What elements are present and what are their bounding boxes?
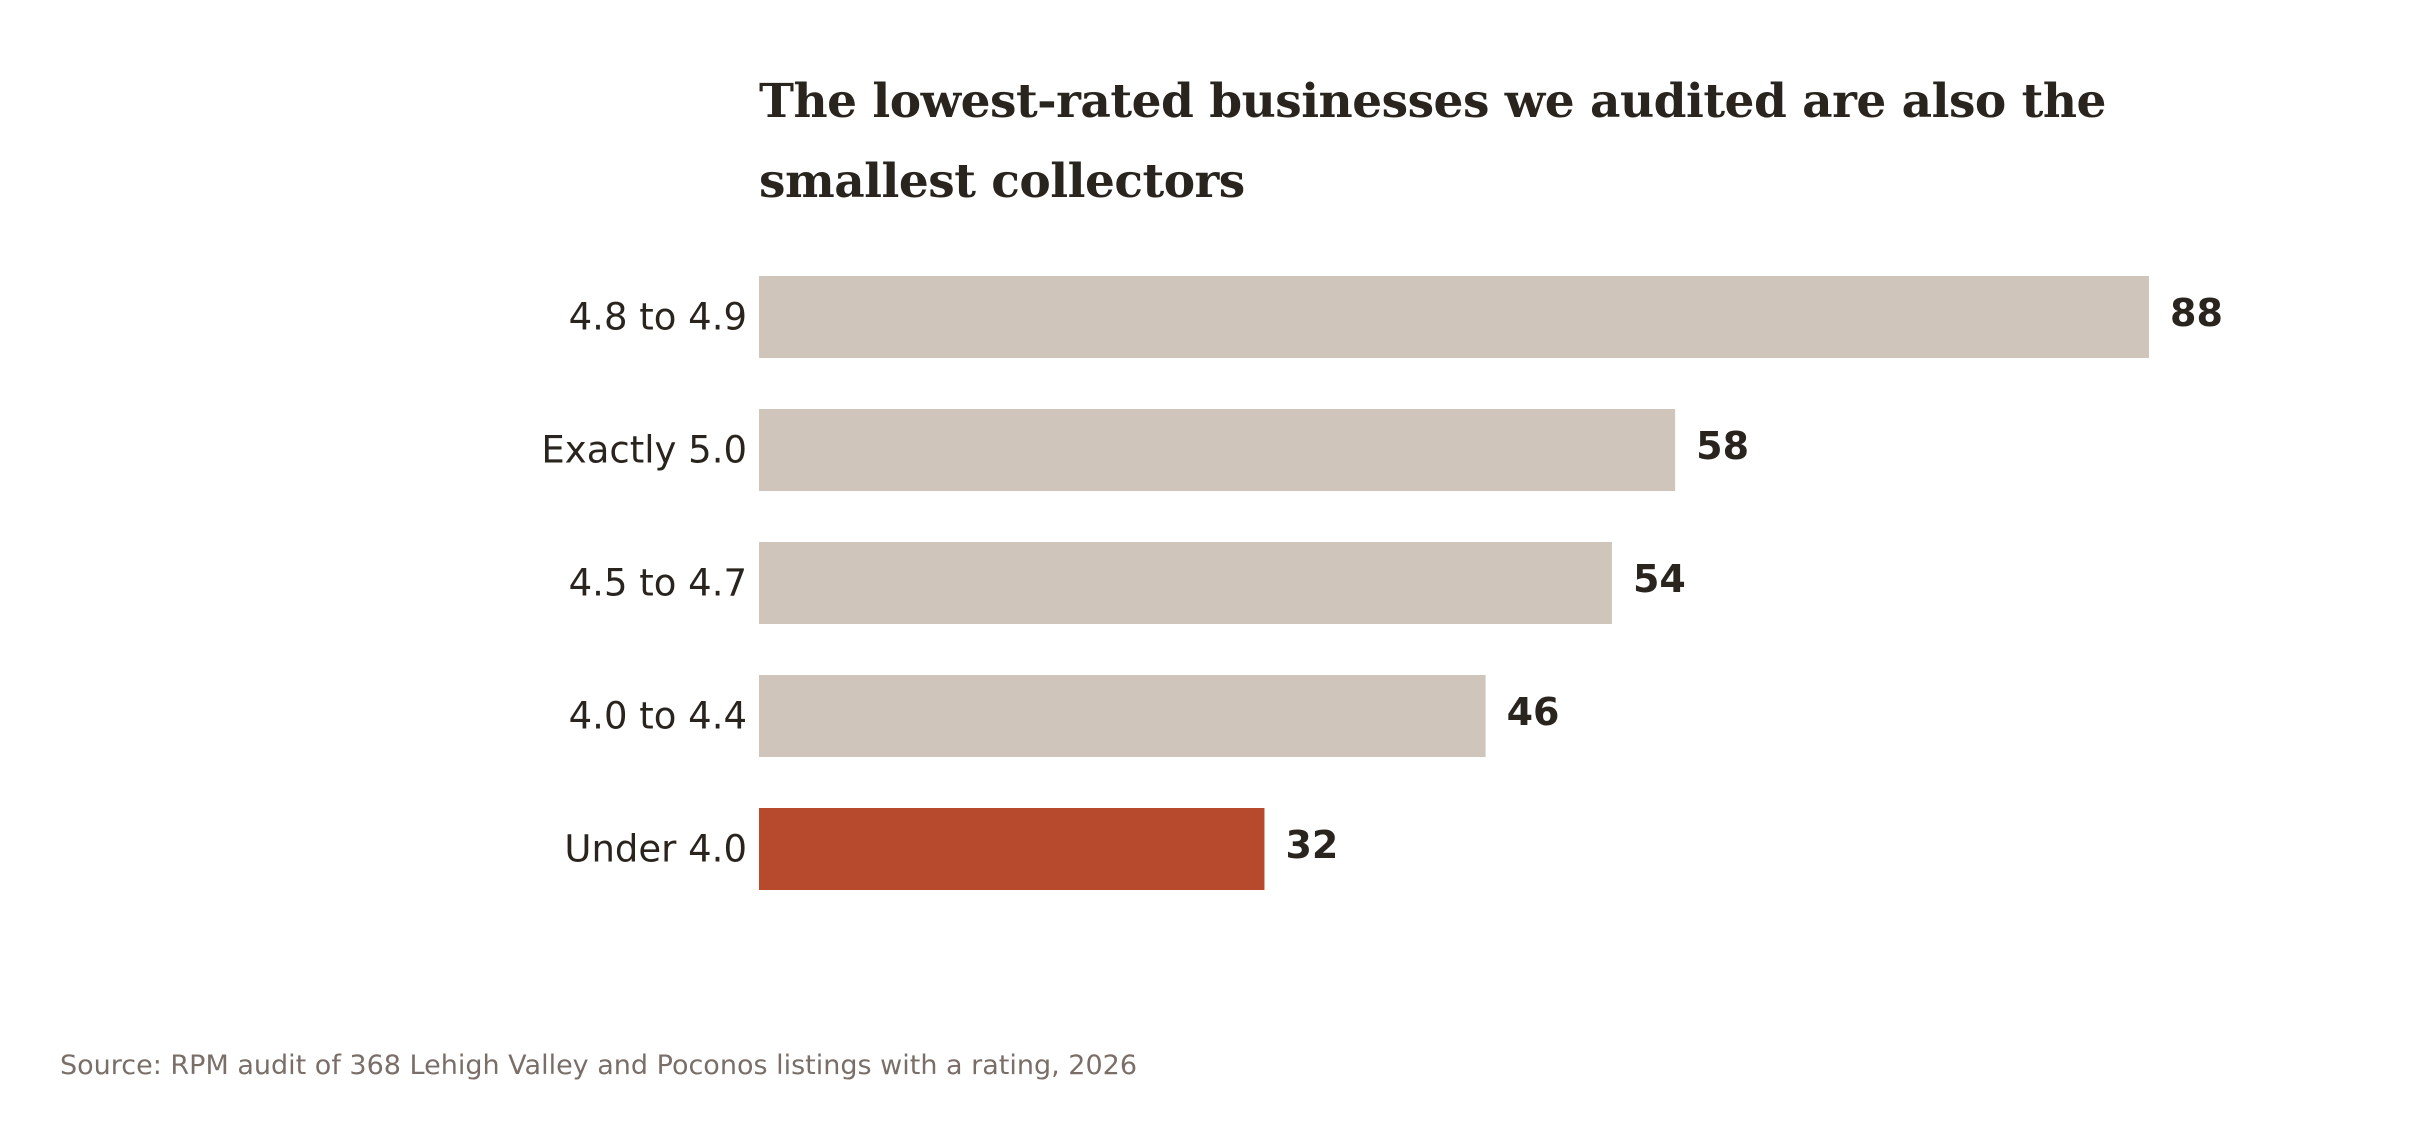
bar-chart: 4.8 to 4.9 88 Exactly 5.0 58 4.5 to 4.7 54 4.0… bbox=[541, 276, 2223, 890]
bar bbox=[759, 409, 1676, 491]
value-label: 54 bbox=[1633, 557, 1686, 601]
chart-title: The lowest-rated businesses we audited a… bbox=[759, 74, 2106, 209]
category-label: 4.8 to 4.9 bbox=[569, 296, 747, 339]
bar-row: 4.8 to 4.9 88 bbox=[569, 276, 2223, 358]
category-label: Exactly 5.0 bbox=[541, 429, 747, 472]
value-label: 88 bbox=[2170, 291, 2223, 335]
bar bbox=[759, 276, 2149, 358]
bars-group: 4.8 to 4.9 88 Exactly 5.0 58 4.5 to 4.7 54 4.0… bbox=[541, 276, 2223, 890]
bar-row: Under 4.0 32 bbox=[564, 808, 1338, 890]
bar-row: 4.0 to 4.4 46 bbox=[569, 675, 1560, 757]
bar bbox=[759, 542, 1612, 624]
bar bbox=[759, 675, 1486, 757]
bar-row: 4.5 to 4.7 54 bbox=[569, 542, 1686, 624]
value-label: 58 bbox=[1696, 424, 1749, 468]
value-label: 32 bbox=[1285, 823, 1338, 867]
bar-row: Exactly 5.0 58 bbox=[541, 409, 1749, 491]
bar bbox=[759, 808, 1265, 890]
category-label: Under 4.0 bbox=[564, 828, 747, 871]
category-label: 4.5 to 4.7 bbox=[569, 562, 747, 605]
source-note: Source: RPM audit of 368 Lehigh Valley a… bbox=[60, 1050, 1138, 1081]
category-label: 4.0 to 4.4 bbox=[569, 695, 747, 738]
value-label: 46 bbox=[1507, 690, 1560, 734]
